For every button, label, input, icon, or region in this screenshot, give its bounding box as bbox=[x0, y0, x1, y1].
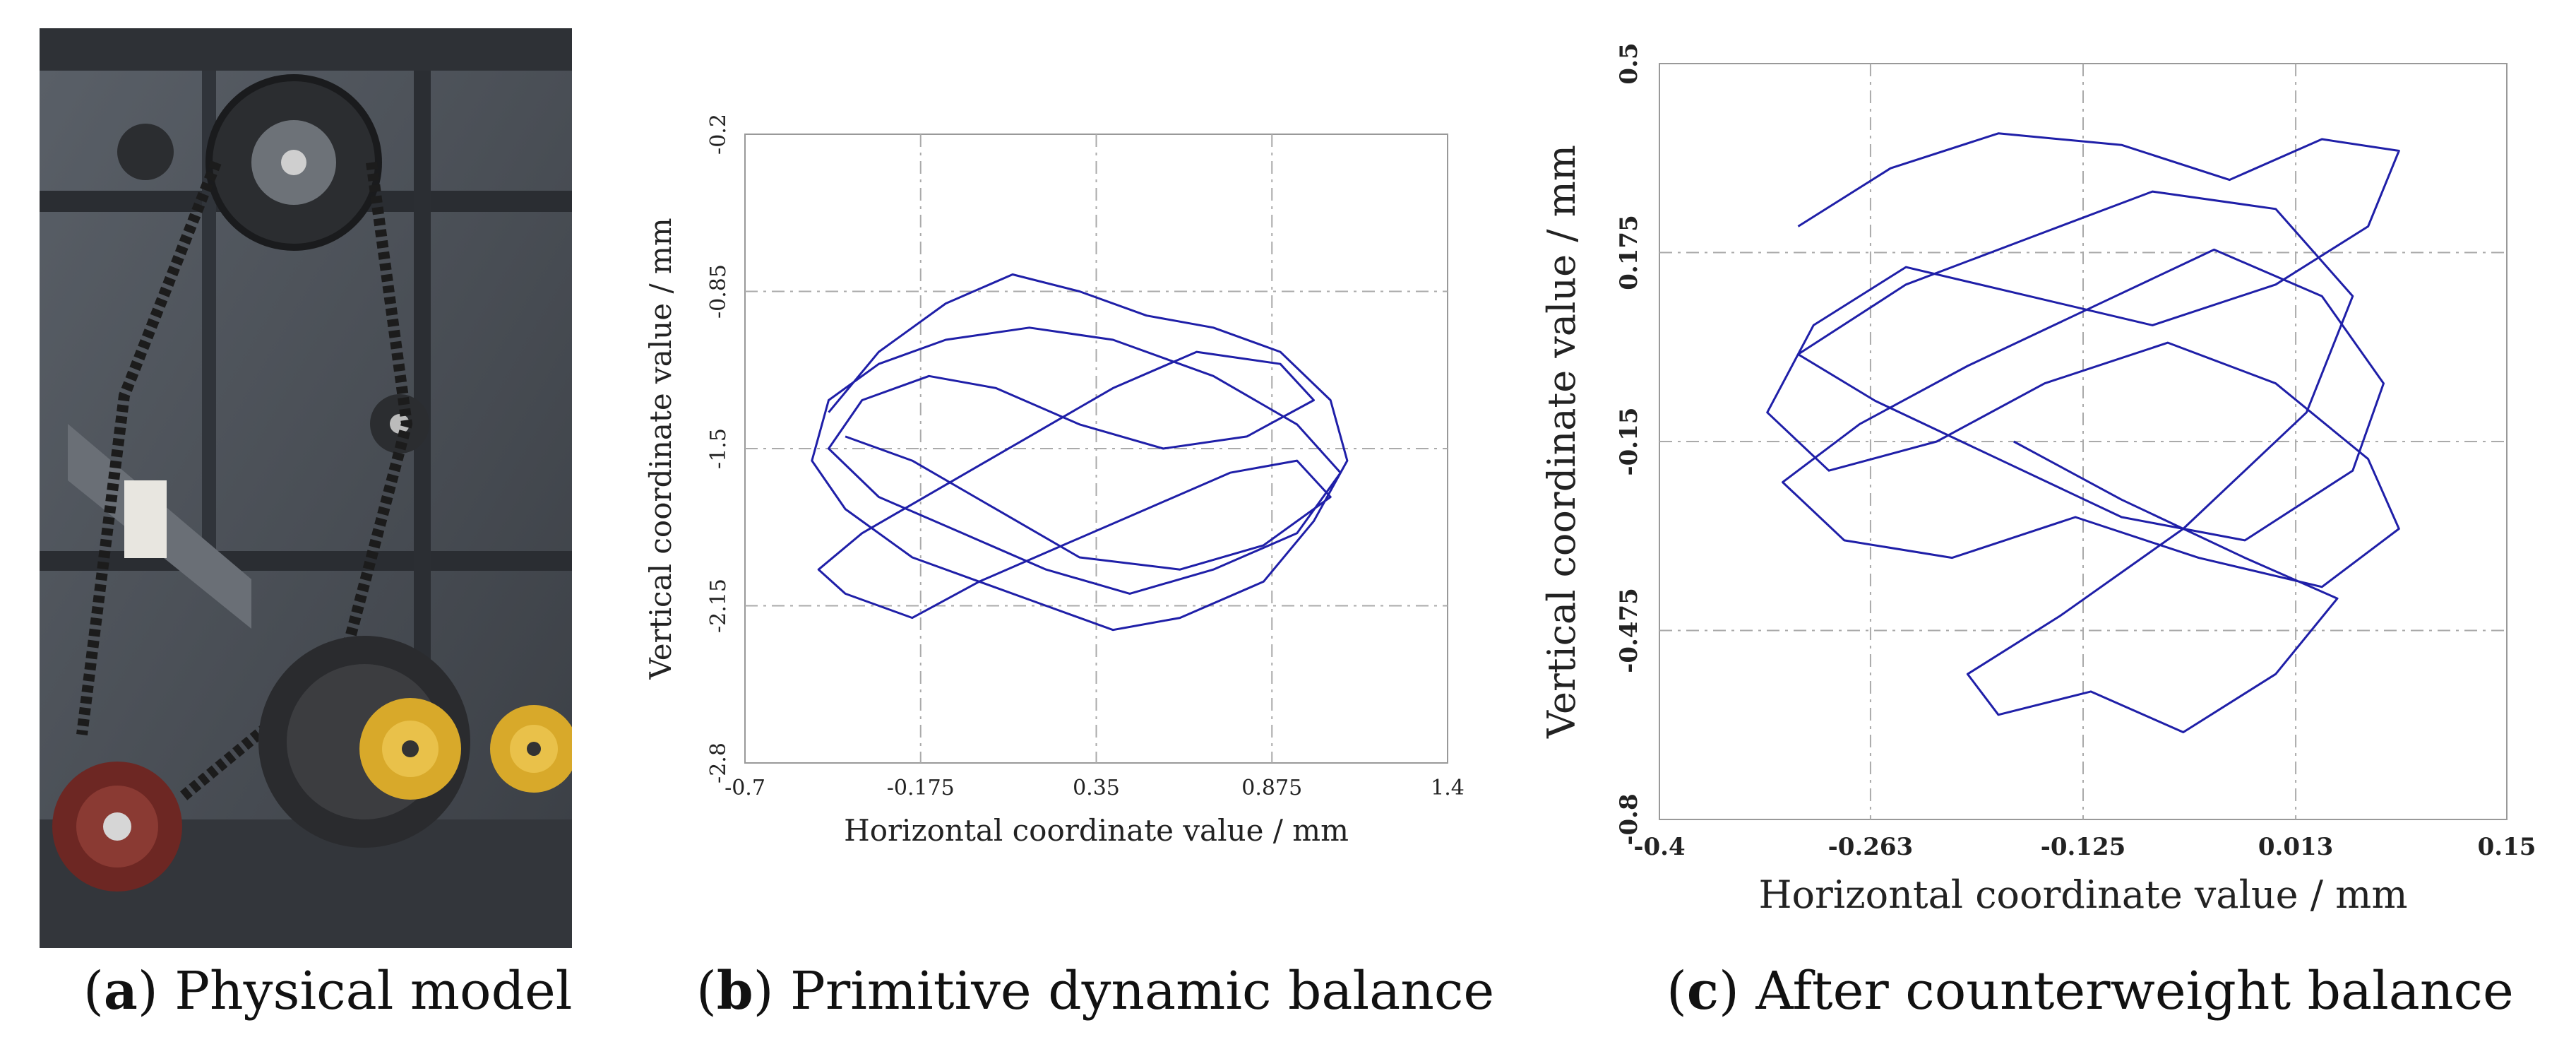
physical-model-illustration bbox=[40, 28, 578, 948]
caption-b-text: Primitive dynamic balance bbox=[790, 961, 1495, 1022]
y-tick-label: -1.5 bbox=[706, 428, 731, 469]
y-tick-label: -2.8 bbox=[706, 742, 731, 783]
x-tick-label: -0.7 bbox=[724, 776, 765, 800]
caption-a-letter: a bbox=[103, 961, 138, 1022]
caption-b-letter: b bbox=[716, 961, 753, 1022]
caption-b: (b) Primitive dynamic balance bbox=[696, 961, 1495, 1022]
y-axis-label: Vertical coordinate value / mm bbox=[643, 218, 678, 680]
y-tick-label: 0.175 bbox=[1615, 215, 1643, 290]
x-tick-label: -0.125 bbox=[2041, 833, 2126, 861]
trajectory-series-0 bbox=[1766, 132, 2400, 733]
chart-b-container: -0.7 -0.175 0.35 0.875 1.4 -0.2 -0.85 -1.5 -2.15… bbox=[621, 106, 1497, 876]
trajectory-series-0 bbox=[811, 273, 1349, 632]
caption-c: (c) After counterweight balance bbox=[1666, 961, 2514, 1022]
chart-after-counterweight-balance: -0.4 -0.263 -0.125 0.013 0.15 0.5 0.175 -0.15 -0… bbox=[1539, 42, 2536, 917]
x-tick-label: -0.4 bbox=[1633, 833, 1685, 861]
chart-primitive-dynamic-balance: -0.7 -0.175 0.35 0.875 1.4 -0.2 -0.85 -1.5 -2.15… bbox=[643, 114, 1465, 848]
x-tick-label: 0.15 bbox=[2478, 833, 2536, 861]
y-tick-label: -2.15 bbox=[706, 579, 731, 633]
y-tick-label: -0.8 bbox=[1615, 793, 1643, 845]
y-tick-label: -0.15 bbox=[1615, 408, 1643, 476]
x-tick-label: 0.013 bbox=[2258, 833, 2333, 861]
chart-c-container: -0.4 -0.263 -0.125 0.013 0.15 0.5 0.175 -0.15 -0… bbox=[1518, 42, 2576, 932]
x-tick-label: 0.35 bbox=[1073, 776, 1120, 800]
x-axis-label: Horizontal coordinate value / mm bbox=[844, 813, 1349, 848]
physical-model-photo bbox=[40, 28, 578, 948]
caption-a: (a) Physical model bbox=[83, 961, 573, 1022]
x-tick-label: -0.175 bbox=[887, 776, 955, 800]
x-tick-label: 0.875 bbox=[1241, 776, 1302, 800]
caption-c-text: After counterweight balance bbox=[1755, 961, 2514, 1022]
caption-c-letter: c bbox=[1686, 961, 1719, 1022]
x-tick-label: 1.4 bbox=[1431, 776, 1465, 800]
y-tick-label: -0.2 bbox=[706, 114, 731, 155]
x-axis-label: Horizontal coordinate value / mm bbox=[1758, 872, 2407, 917]
y-axis-label: Vertical coordinate value / mm bbox=[1539, 145, 1584, 739]
y-tick-label: 0.5 bbox=[1615, 42, 1643, 84]
y-tick-label: -0.85 bbox=[706, 264, 731, 319]
caption-a-text: Physical model bbox=[174, 961, 573, 1022]
x-tick-label: -0.263 bbox=[1828, 833, 1914, 861]
y-tick-label: -0.475 bbox=[1615, 588, 1643, 673]
